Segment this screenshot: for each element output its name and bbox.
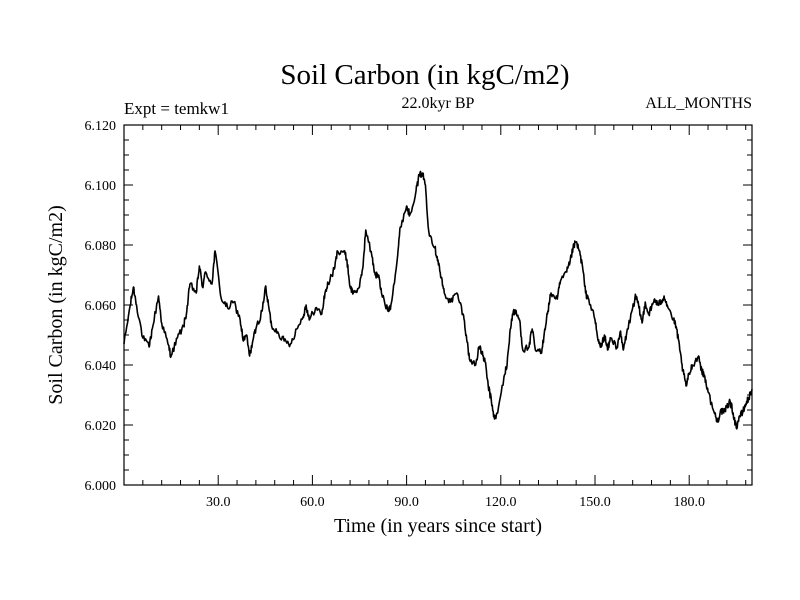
y-tick-label: 6.020 <box>85 419 117 434</box>
x-tick-label: 120.0 <box>485 495 517 510</box>
x-tick-label: 90.0 <box>394 495 419 510</box>
x-tick-label: 30.0 <box>206 495 231 510</box>
y-tick-label: 6.080 <box>85 239 117 254</box>
chart-title: Soil Carbon (in kgC/m2) <box>280 59 569 91</box>
series-line-soil-carbon <box>123 170 753 430</box>
experiment-label: Expt = temkw1 <box>124 99 229 118</box>
x-tick-label: 180.0 <box>673 495 705 510</box>
x-axis: 30.0 60.0 90.0 120.0 150.0 180.0 <box>142 125 747 510</box>
months-label: ALL_MONTHS <box>645 95 752 112</box>
y-tick-label: 6.060 <box>85 299 117 314</box>
y-tick-label: 6.000 <box>85 479 117 494</box>
y-tick-label: 6.120 <box>85 119 117 134</box>
x-tick-label: 150.0 <box>579 495 611 510</box>
y-tick-label: 6.040 <box>85 359 117 374</box>
y-tick-label: 6.100 <box>85 179 117 194</box>
y-axis-title: Soil Carbon (in kgC/m2) <box>45 205 67 404</box>
period-label: 22.0kyr BP <box>402 95 475 112</box>
plot-frame <box>123 124 753 486</box>
y-axis: 6.000 6.020 6.040 6.060 6.080 6.100 6.120 <box>85 119 752 494</box>
x-tick-label: 60.0 <box>300 495 325 510</box>
x-axis-title: Time (in years since start) <box>334 515 542 537</box>
